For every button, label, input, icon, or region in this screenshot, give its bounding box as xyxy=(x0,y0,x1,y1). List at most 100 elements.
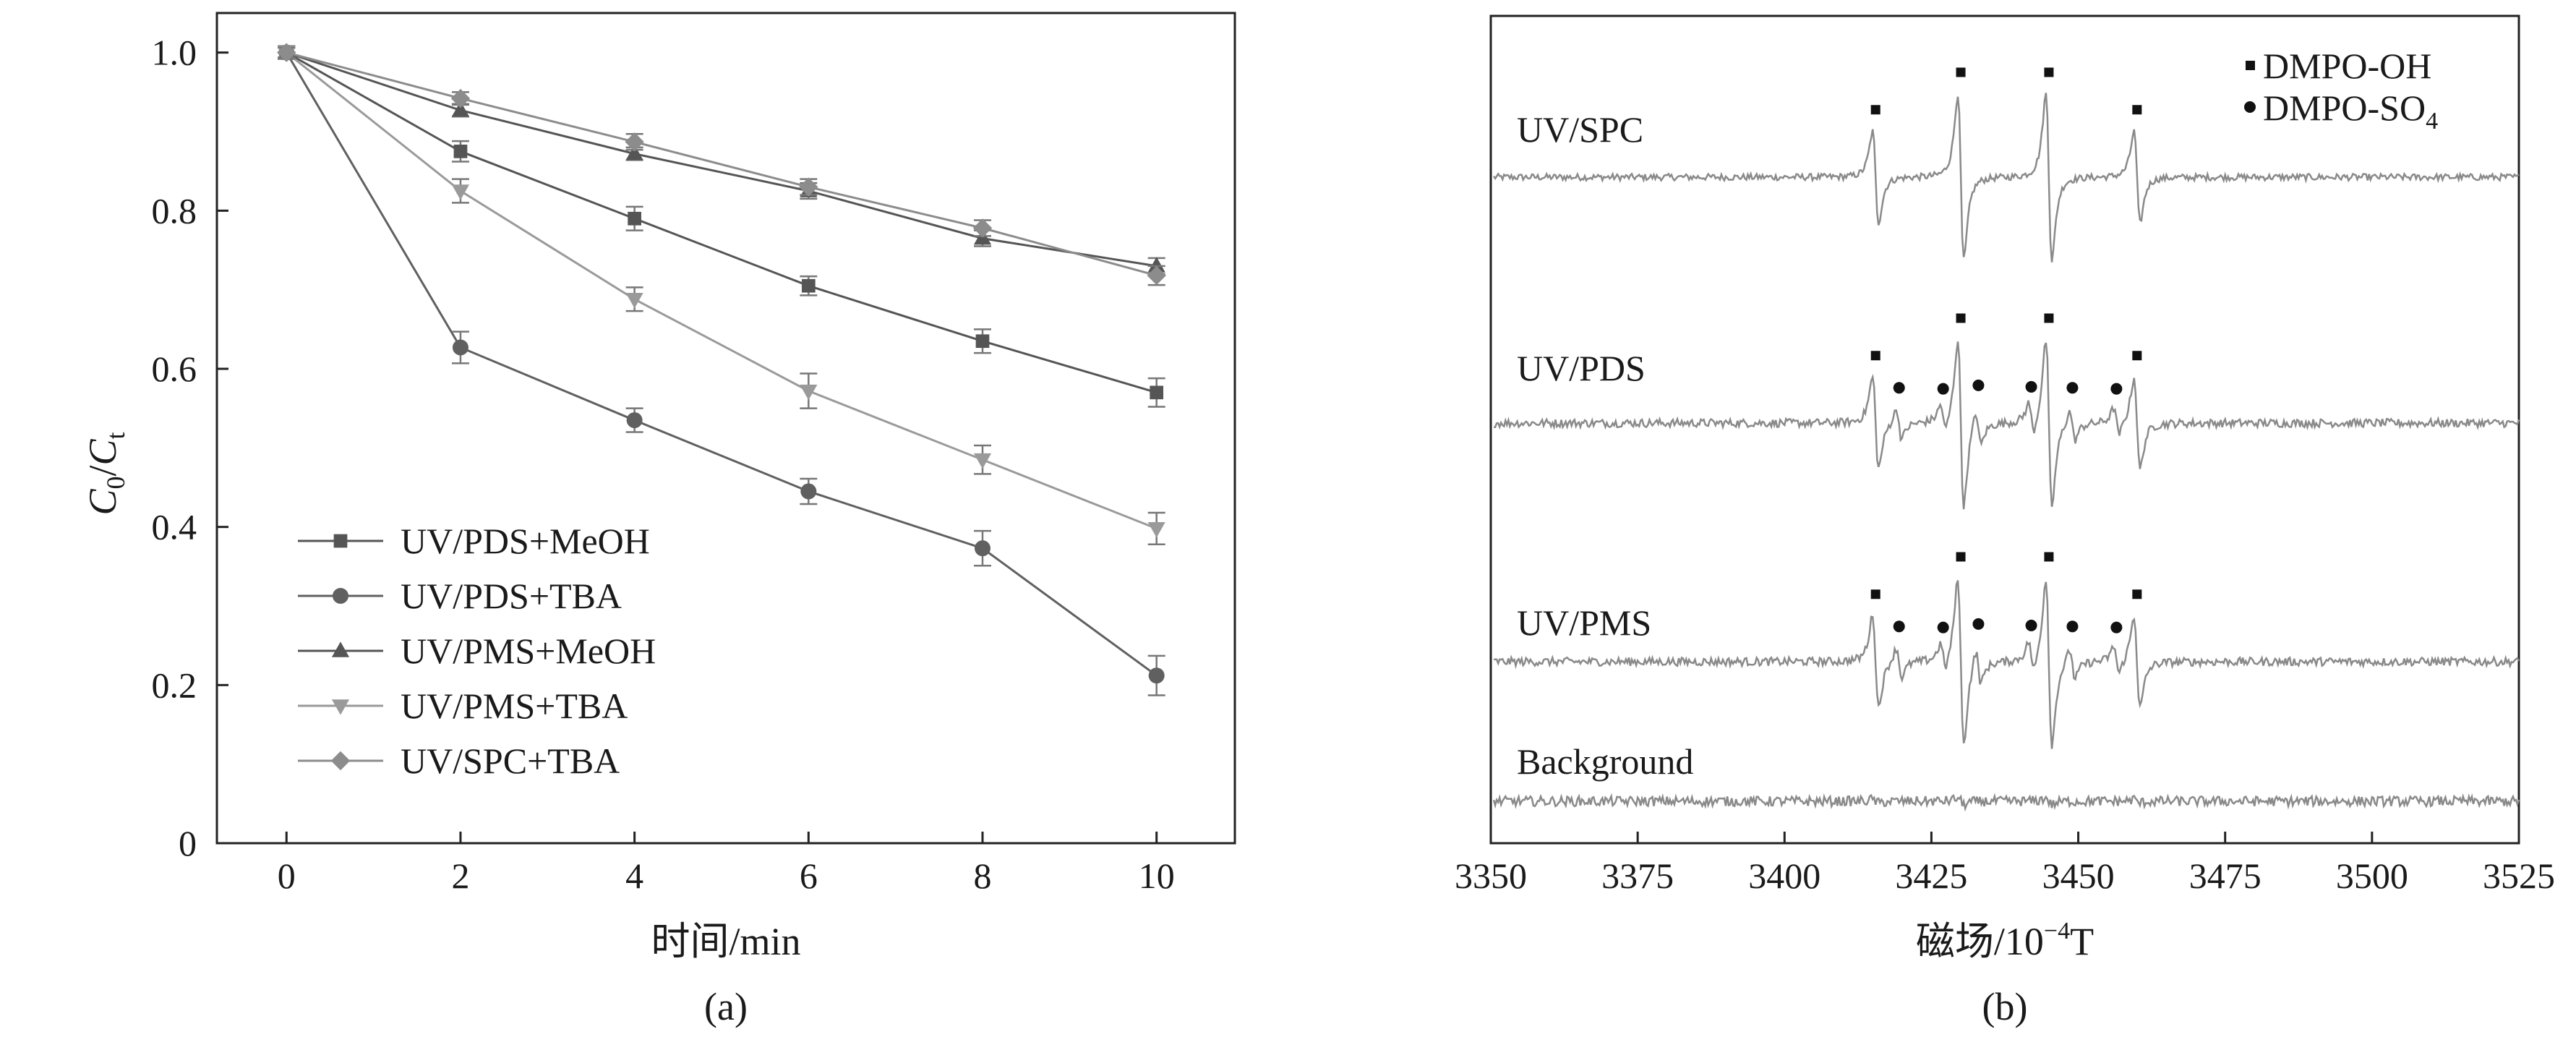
y-tick-label: 0.8 xyxy=(152,190,197,231)
data-point xyxy=(452,339,468,356)
dmpo-so4-peak-marker xyxy=(2110,383,2123,395)
dmpo-so4-peak-marker xyxy=(1893,382,1905,394)
x-tick-label: 10 xyxy=(1139,855,1175,896)
spectrum-trace xyxy=(1494,580,2520,749)
data-point xyxy=(1147,265,1166,286)
dmpo-oh-peak-marker xyxy=(2132,351,2142,361)
panel-b-legend: DMPO-OH DMPO-SO4 xyxy=(2244,46,2438,135)
panel-b-spectra xyxy=(1492,67,2520,812)
panel-b-label: (b) xyxy=(1982,985,2028,1028)
dmpo-oh-peak-marker xyxy=(2132,105,2142,115)
panel-a-plot-frame xyxy=(215,12,1236,845)
panel-a-chart: 00.20.40.60.81.0 0 2 4 6 8 10 UV/PDS+MeOHUV/P… xyxy=(81,12,1236,1028)
x-tick-label: 3525 xyxy=(2483,855,2555,896)
legend-marker xyxy=(331,641,350,657)
data-point xyxy=(625,132,644,152)
x-tick-label: 3400 xyxy=(1748,855,1820,896)
series-line xyxy=(286,51,1158,277)
data-point xyxy=(973,453,992,469)
y-tick-label: 0.2 xyxy=(152,665,197,705)
data-point xyxy=(625,144,643,161)
spectrum-trace xyxy=(1493,93,2520,263)
spectrum-label-background: Background xyxy=(1517,741,1693,782)
series-line xyxy=(286,51,1158,394)
legend-marker xyxy=(330,751,351,771)
data-point xyxy=(628,211,641,226)
dmpo-so4-peak-marker xyxy=(1937,621,1949,633)
data-point xyxy=(799,177,818,197)
dmpo-oh-peak-marker xyxy=(2044,313,2054,323)
series-line xyxy=(285,51,1158,677)
dmpo-so4-peak-marker xyxy=(1937,383,1949,395)
dmpo-so4-peak-marker xyxy=(2110,621,2123,633)
dmpo-so4-peak-marker xyxy=(1972,379,1985,391)
dmpo-oh-peak-marker xyxy=(2132,589,2142,599)
legend-marker-dmpo-so4 xyxy=(2244,101,2256,113)
spectrum-trace xyxy=(1492,793,2520,812)
data-point xyxy=(625,292,643,309)
legend-marker xyxy=(331,699,350,715)
series-line xyxy=(286,51,1157,268)
data-point xyxy=(800,483,817,500)
spectrum-label-uv-pms: UV/PMS xyxy=(1517,602,1651,643)
legend-label: UV/SPC+TBA xyxy=(401,741,620,781)
legend-entry-uv-pds-tba: UV/PDS+TBA xyxy=(298,576,622,616)
panel-b-chart: 3350 3375 3400 3425 3450 3475 3500 3525 DMPO-OH… xyxy=(1455,14,2555,1028)
series-uv-pms-tba xyxy=(278,45,1165,545)
data-point xyxy=(1150,385,1164,400)
data-point xyxy=(451,184,470,200)
legend-label-dmpo-so4: DMPO-SO4 xyxy=(2263,88,2438,135)
spectrum-label-uv-pds: UV/PDS xyxy=(1517,348,1646,388)
legend-label-dmpo-oh: DMPO-OH xyxy=(2263,46,2431,86)
series-uv-pms-meoh xyxy=(278,43,1165,276)
spectrum-uv-pms xyxy=(1494,552,2520,749)
data-point xyxy=(1148,667,1165,684)
x-tick-label: 2 xyxy=(451,855,469,896)
y-tick-label: 0.4 xyxy=(152,507,197,547)
dmpo-so4-peak-marker xyxy=(1893,620,1905,633)
legend-label: UV/PMS+MeOH xyxy=(401,631,656,671)
dmpo-oh-peak-marker xyxy=(2044,67,2054,77)
spectrum-background xyxy=(1492,793,2520,812)
data-point xyxy=(800,384,818,401)
dmpo-so4-peak-marker xyxy=(2066,382,2079,394)
panel-b-x-ticks: 3350 3375 3400 3425 3450 3475 3500 3525 xyxy=(1455,832,2555,896)
panel-a-x-ticks: 0 2 4 6 8 10 xyxy=(278,832,1175,896)
x-tick-label: 3475 xyxy=(2189,855,2262,896)
series-uv-pds-meoh xyxy=(278,45,1165,408)
legend-entry-uv-spc-tba: UV/SPC+TBA xyxy=(298,741,620,781)
spectrum-uv-pds xyxy=(1494,313,2520,510)
x-tick-label: 3500 xyxy=(2336,855,2408,896)
data-point xyxy=(451,101,470,117)
x-tick-label: 3375 xyxy=(1601,855,1674,896)
dmpo-oh-peak-marker xyxy=(1956,552,1966,562)
dmpo-oh-peak-marker xyxy=(1870,105,1880,115)
data-point xyxy=(801,278,816,293)
series-uv-spc-tba xyxy=(277,43,1166,286)
data-point xyxy=(1147,522,1165,538)
x-tick-label: 8 xyxy=(974,855,992,896)
dmpo-oh-peak-marker xyxy=(1956,67,1966,77)
data-point xyxy=(975,540,991,557)
x-tick-label: 3350 xyxy=(1455,855,1527,896)
spectrum-label-uv-spc: UV/SPC xyxy=(1517,109,1643,150)
panel-a-x-axis-title: 时间/min xyxy=(651,920,800,963)
panel-b-x-axis-title: 磁场/10−4T xyxy=(1916,918,2094,963)
x-tick-label: 6 xyxy=(800,855,818,896)
series-line xyxy=(286,51,1158,530)
panel-a-y-axis-title: C0/Ct xyxy=(81,432,130,515)
data-point xyxy=(972,218,993,238)
legend-marker-dmpo-oh xyxy=(2246,61,2255,70)
dmpo-oh-peak-marker xyxy=(2044,552,2054,562)
legend-marker xyxy=(333,588,348,604)
spectrum-trace xyxy=(1494,341,2520,510)
x-tick-label: 3425 xyxy=(1895,855,1967,896)
y-tick-label: 1.0 xyxy=(152,33,197,73)
data-point xyxy=(277,43,296,62)
data-point xyxy=(1147,257,1165,273)
dmpo-so4-peak-marker xyxy=(2025,380,2037,393)
panel-a-series xyxy=(277,43,1166,696)
panel-b-plot-frame xyxy=(1489,14,2520,845)
x-tick-label: 4 xyxy=(625,855,643,896)
